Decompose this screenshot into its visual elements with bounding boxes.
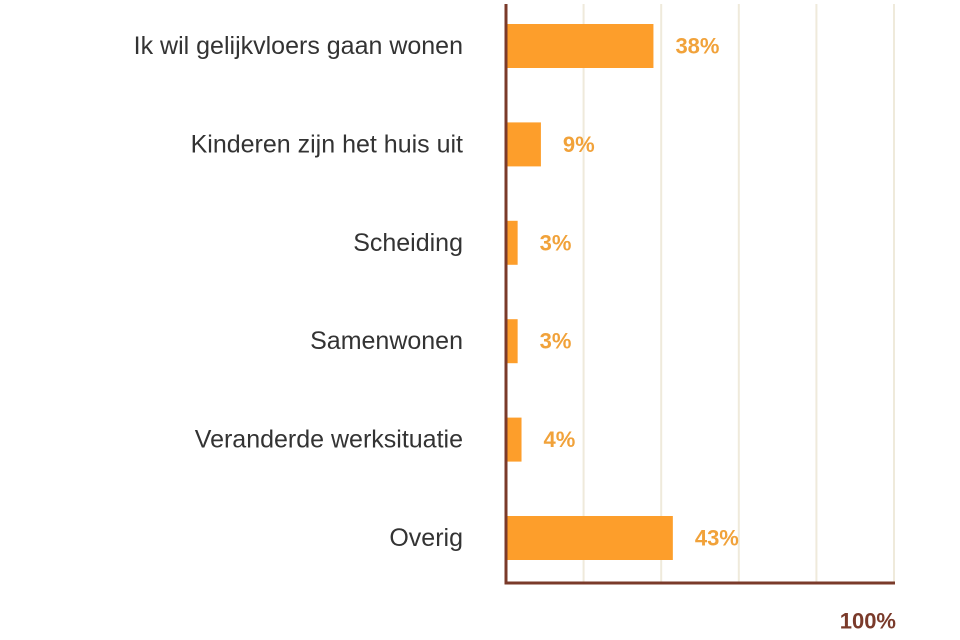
category-label: Kinderen zijn het huis uit	[191, 130, 463, 158]
value-label: 3%	[540, 329, 572, 354]
category-label: Ik wil gelijkvloers gaan wonen	[134, 32, 463, 60]
category-label: Scheiding	[353, 229, 463, 257]
value-labels: 38% 9% 3% 3% 4% 43%	[540, 34, 739, 551]
bar	[506, 319, 518, 364]
value-label: 43%	[695, 526, 739, 551]
value-label: 38%	[675, 34, 719, 59]
grid-lines	[582, 4, 895, 583]
category-label: Samenwonen	[310, 327, 463, 355]
axes	[504, 4, 895, 585]
category-label: Veranderde werksituatie	[195, 426, 463, 454]
bar	[506, 24, 654, 68]
value-label: 9%	[563, 132, 595, 157]
x-axis-max-label: 100%	[840, 609, 896, 634]
bar	[506, 220, 518, 265]
value-label: 4%	[544, 427, 576, 452]
bar	[506, 417, 522, 462]
category-label: Overig	[389, 524, 463, 552]
bar	[506, 516, 673, 560]
value-label: 3%	[540, 230, 572, 255]
category-labels: Ik wil gelijkvloers gaan wonen Kinderen z…	[134, 32, 463, 552]
bars	[506, 24, 673, 560]
bar	[506, 122, 541, 167]
